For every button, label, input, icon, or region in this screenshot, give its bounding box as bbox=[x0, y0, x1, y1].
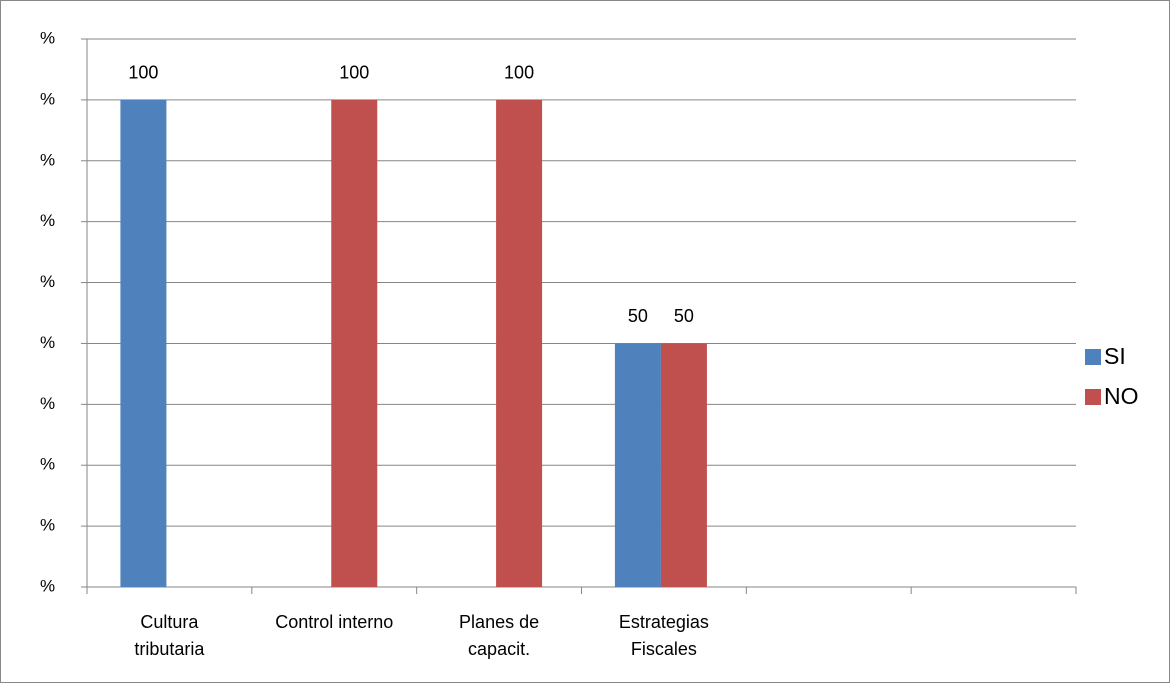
x-tick-label: Control interno bbox=[275, 612, 394, 632]
y-tick-label: % bbox=[40, 576, 55, 595]
data-label: 100 bbox=[339, 63, 369, 83]
y-tick-label: % bbox=[40, 28, 55, 47]
y-tick-label: % bbox=[40, 89, 55, 108]
bar bbox=[614, 343, 661, 587]
y-tick-label: % bbox=[40, 333, 55, 352]
y-tick-label: % bbox=[40, 516, 55, 535]
x-tick-label: Planes de capacit. bbox=[459, 612, 540, 659]
x-tick-label: Cultura tributaria bbox=[134, 612, 205, 659]
bar bbox=[496, 99, 543, 587]
legend-label: NO bbox=[1104, 383, 1139, 409]
y-tick-label: % bbox=[40, 272, 55, 291]
data-label: 100 bbox=[128, 63, 158, 83]
bar bbox=[660, 343, 707, 587]
bar bbox=[331, 99, 378, 587]
bar bbox=[120, 99, 167, 587]
data-label: 50 bbox=[628, 306, 648, 326]
legend-swatch bbox=[1085, 389, 1101, 405]
legend-swatch bbox=[1085, 349, 1101, 365]
data-label: 100 bbox=[504, 63, 534, 83]
y-tick-label: % bbox=[40, 150, 55, 169]
y-tick-label: % bbox=[40, 394, 55, 413]
x-tick-label: Estrategias Fiscales bbox=[618, 612, 709, 659]
y-tick-label: % bbox=[40, 455, 55, 474]
legend-label: SI bbox=[1104, 343, 1126, 369]
data-label: 50 bbox=[674, 306, 694, 326]
y-tick-label: % bbox=[40, 211, 55, 230]
